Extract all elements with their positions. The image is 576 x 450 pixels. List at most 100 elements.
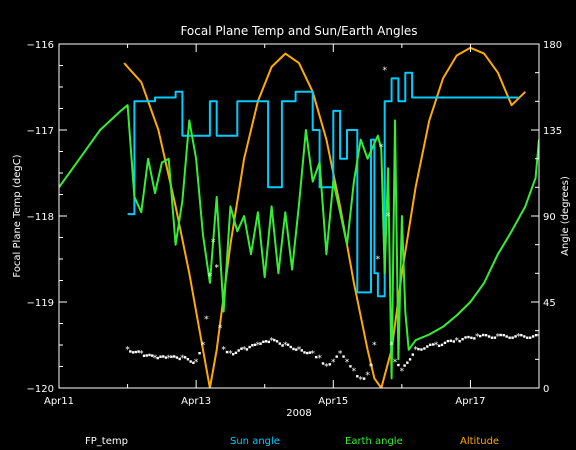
y-right-tick-label: 90 (543, 212, 556, 223)
data-point-fill-fp-temp (362, 377, 366, 380)
legend-item-earth-angle: Earth angle (345, 436, 403, 447)
data-point-fill-fp-temp (262, 340, 265, 344)
legend-item-altitude: Altitude (460, 436, 499, 447)
data-point-fill-fp-temp (240, 347, 243, 350)
data-point-fill-fp-temp (189, 360, 192, 363)
data-point-fill-fp-temp (437, 344, 441, 348)
data-point-fill-fp-temp (411, 353, 415, 356)
data-point-fp-temp: * (386, 212, 391, 222)
chart-title: Focal Plane Temp and Sun/Earth Angles (180, 24, 417, 38)
data-point-fp-temp: * (242, 345, 247, 355)
data-point-fp-temp: * (166, 354, 171, 364)
data-point-fp-temp: * (221, 345, 226, 355)
data-point-fill-fp-temp (186, 358, 190, 361)
data-point-fill-fp-temp (423, 347, 426, 350)
data-point-fp-temp: * (369, 363, 374, 373)
data-point-fp-temp: * (297, 345, 302, 355)
data-point-fill-fp-temp (314, 355, 318, 359)
data-point-fill-fp-temp (406, 361, 409, 364)
data-point-fp-temp: * (454, 337, 459, 347)
data-point-fp-temp: * (153, 354, 158, 364)
data-point-fill-fp-temp (493, 336, 497, 339)
x-tick-label: Apr11 (44, 396, 74, 407)
data-point-fp-temp: * (400, 367, 405, 377)
data-point-fill-fp-temp (342, 355, 345, 358)
data-point-fill-fp-temp (356, 375, 359, 378)
data-point-fill-fp-temp (134, 350, 137, 354)
data-point-fill-fp-temp (170, 355, 173, 358)
y-left-tick-label: −120 (27, 384, 54, 395)
series-layer: * * * * * ******** * * * * * * * ** ***** *********** * *… (59, 46, 542, 388)
data-point-fp-temp: * (317, 354, 322, 364)
data-point-fill-fp-temp (151, 354, 154, 357)
data-point-fill-fp-temp (137, 350, 140, 353)
data-point-fp-temp: * (201, 341, 206, 351)
data-point-fp-temp: * (379, 143, 384, 153)
x-tick-label: Apr17 (455, 396, 485, 407)
data-point-fp-temp: * (537, 332, 542, 342)
legend: FP_temp Sun angle Earth angle Altitude (85, 436, 499, 447)
data-point-fill-fp-temp (523, 335, 526, 338)
data-point-fill-fp-temp (292, 347, 295, 351)
data-point-fp-temp: * (125, 345, 130, 355)
data-point-fp-temp: * (376, 255, 381, 265)
data-point-fp-temp: * (331, 358, 336, 368)
y-right-tick-label: 180 (543, 40, 562, 51)
data-point-fill-fp-temp (289, 345, 292, 349)
data-point-fill-fp-temp (481, 333, 485, 337)
data-point-fill-fp-temp (349, 365, 352, 368)
data-point-fill-fp-temp (278, 342, 281, 345)
data-point-fill-fp-temp (321, 362, 325, 365)
data-point-fill-fp-temp (470, 336, 473, 339)
series-line-sun-angle (127, 71, 519, 298)
data-point-fp-temp: * (269, 337, 274, 347)
data-point-fill-fp-temp (432, 343, 435, 346)
data-point-fp-temp: * (496, 332, 501, 342)
data-point-fill-fp-temp (514, 335, 517, 338)
data-point-fp-temp: * (475, 332, 480, 342)
y-right-tick-label: 135 (543, 126, 562, 137)
data-point-fill-fp-temp (286, 343, 290, 346)
legend-item-sun-angle: Sun angle (230, 436, 280, 447)
data-point-fill-fp-temp (183, 356, 187, 359)
data-point-fill-fp-temp (273, 338, 276, 342)
data-point-fill-fp-temp (420, 348, 423, 351)
data-point-fp-temp: * (139, 350, 144, 360)
data-point-fill-fp-temp (479, 334, 482, 338)
data-point-fill-fp-temp (531, 335, 535, 338)
data-point-fp-temp: * (352, 367, 357, 377)
data-point-fill-fp-temp (499, 333, 502, 337)
data-point-fill-fp-temp (148, 353, 151, 357)
y-axis-left-title: Focal Plane Temp (degC) (12, 154, 23, 277)
data-point-fill-fp-temp (156, 356, 159, 360)
x-axis-title: 2008 (286, 408, 311, 419)
data-point-fp-temp: * (345, 358, 350, 368)
data-point-fill-fp-temp (508, 336, 511, 339)
data-point-fill-fp-temp (142, 354, 146, 358)
data-point-fill-fp-temp (403, 364, 406, 367)
data-point-fill-fp-temp (259, 342, 262, 345)
data-point-fill-fp-temp (458, 339, 461, 343)
data-point-fill-fp-temp (231, 353, 235, 356)
data-point-fill-fp-temp (461, 337, 464, 341)
y-left-tick-label: −117 (27, 126, 54, 137)
data-point-fill-fp-temp (253, 343, 257, 347)
data-point-fp-temp: * (180, 354, 185, 364)
data-point-fill-fp-temp (452, 340, 455, 343)
data-point-fp-temp: * (228, 350, 233, 360)
y-right-tick-label: 0 (543, 384, 549, 395)
data-point-fp-temp: * (338, 350, 343, 360)
data-point-fill-fp-temp (417, 347, 420, 351)
data-point-fill-fp-temp (267, 340, 271, 344)
data-point-fill-fp-temp (487, 335, 491, 338)
data-point-fill-fp-temp (234, 351, 238, 355)
data-point-fill-fp-temp (275, 340, 279, 343)
data-point-fill-fp-temp (264, 340, 268, 343)
legend-item-fp-temp: FP_temp (85, 436, 128, 447)
data-point-fill-fp-temp (335, 355, 338, 358)
data-point-fill-fp-temp (484, 333, 488, 337)
data-point-fill-fp-temp (464, 336, 467, 339)
data-point-fill-fp-temp (303, 351, 306, 354)
data-point-fill-fp-temp (175, 356, 179, 359)
